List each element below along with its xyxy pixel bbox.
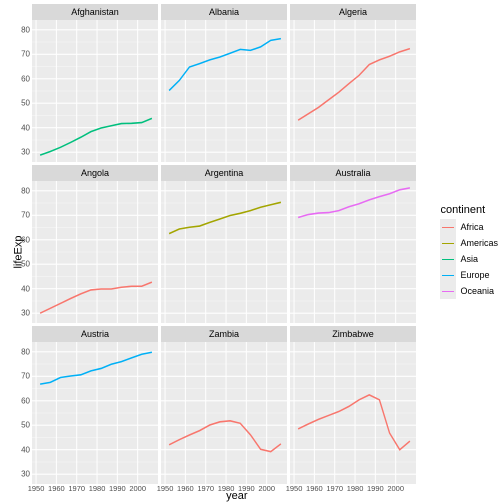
- x-tick: 1990: [109, 484, 126, 493]
- panel: [161, 181, 287, 323]
- facet-zimbabwe: Zimbabwe195019601970198019902000: [290, 326, 416, 484]
- x-tick: 1990: [238, 484, 255, 493]
- y-tick: 60: [6, 396, 30, 405]
- facet-algeria: Algeria: [290, 4, 416, 162]
- y-tick: 50: [6, 421, 30, 430]
- facet-afghanistan: Afghanistan304050607080: [32, 4, 158, 162]
- facet-title: Argentina: [161, 165, 287, 181]
- legend-swatch: [440, 283, 456, 299]
- panel: [161, 342, 287, 484]
- facet-title: Australia: [290, 165, 416, 181]
- legend-label: Asia: [460, 254, 478, 264]
- x-tick: 1950: [157, 484, 174, 493]
- x-tick: 1970: [326, 484, 343, 493]
- y-tick: 70: [6, 372, 30, 381]
- y-tick: 80: [6, 186, 30, 195]
- facet-argentina: Argentina: [161, 165, 287, 323]
- x-tick-labels: 195019601970198019902000: [290, 484, 416, 496]
- y-tick: 40: [6, 123, 30, 132]
- facet-line-chart: lifeExp year Afghanistan304050607080Alba…: [0, 0, 504, 504]
- legend-label: Oceania: [460, 286, 494, 296]
- facet-australia: Australia: [290, 165, 416, 323]
- x-tick-labels: 195019601970198019902000: [161, 484, 287, 496]
- x-tick: 1970: [197, 484, 214, 493]
- legend-swatch: [440, 267, 456, 283]
- x-tick: 1960: [306, 484, 323, 493]
- legend-label: Africa: [460, 222, 483, 232]
- facet-title: Albania: [161, 4, 287, 20]
- y-tick-labels: 30 40 50 60 70 80: [6, 342, 30, 484]
- panel: [290, 20, 416, 162]
- facet-title: Austria: [32, 326, 158, 342]
- x-tick-labels: 195019601970198019902000: [32, 484, 158, 496]
- y-tick: 30: [6, 148, 30, 157]
- plot-grid: Afghanistan304050607080AlbaniaAlgeria Ang…: [32, 4, 416, 484]
- x-tick: 1980: [89, 484, 106, 493]
- legend: continent Africa Americas Asia Europe Oceani…: [440, 204, 498, 300]
- y-tick: 50: [6, 99, 30, 108]
- legend-item: Oceania: [440, 284, 498, 298]
- legend-swatch: [440, 251, 456, 267]
- y-tick: 40: [6, 445, 30, 454]
- panel: [32, 181, 158, 323]
- x-tick: 1990: [367, 484, 384, 493]
- legend-swatch: [440, 235, 456, 251]
- y-tick-labels: 30 40 50 60 70 80: [6, 181, 30, 323]
- y-tick-labels: 30 40 50 60 70 80: [6, 20, 30, 162]
- legend-label: Europe: [460, 270, 489, 280]
- facet-title: Zimbabwe: [290, 326, 416, 342]
- legend-item: Africa: [440, 220, 498, 234]
- x-tick: 1950: [28, 484, 45, 493]
- panel: [32, 342, 158, 484]
- facet-albania: Albania: [161, 4, 287, 162]
- y-tick: 60: [6, 235, 30, 244]
- facet-austria: Austria304050607080195019601970198019902…: [32, 326, 158, 484]
- y-tick: 30: [6, 309, 30, 318]
- legend-item: Europe: [440, 268, 498, 282]
- panel: [32, 20, 158, 162]
- y-tick: 70: [6, 211, 30, 220]
- panel: [290, 342, 416, 484]
- x-tick: 1950: [286, 484, 303, 493]
- y-tick: 80: [6, 25, 30, 34]
- legend-swatch: [440, 219, 456, 235]
- x-tick: 2000: [129, 484, 146, 493]
- legend-label: Americas: [460, 238, 498, 248]
- y-tick: 80: [6, 347, 30, 356]
- facet-title: Angola: [32, 165, 158, 181]
- y-tick: 30: [6, 470, 30, 479]
- x-tick: 1980: [347, 484, 364, 493]
- y-tick: 50: [6, 260, 30, 269]
- facet-title: Afghanistan: [32, 4, 158, 20]
- facet-zambia: Zambia195019601970198019902000: [161, 326, 287, 484]
- panel: [290, 181, 416, 323]
- x-tick: 2000: [258, 484, 275, 493]
- y-tick: 70: [6, 50, 30, 59]
- x-tick: 2000: [387, 484, 404, 493]
- y-tick: 40: [6, 284, 30, 293]
- legend-title: continent: [440, 204, 498, 216]
- legend-item: Americas: [440, 236, 498, 250]
- facet-title: Algeria: [290, 4, 416, 20]
- x-tick: 1960: [48, 484, 65, 493]
- x-tick: 1960: [177, 484, 194, 493]
- facet-title: Zambia: [161, 326, 287, 342]
- x-tick: 1970: [68, 484, 85, 493]
- legend-item: Asia: [440, 252, 498, 266]
- y-tick: 60: [6, 74, 30, 83]
- x-tick: 1980: [218, 484, 235, 493]
- panel: [161, 20, 287, 162]
- facet-angola: Angola304050607080: [32, 165, 158, 323]
